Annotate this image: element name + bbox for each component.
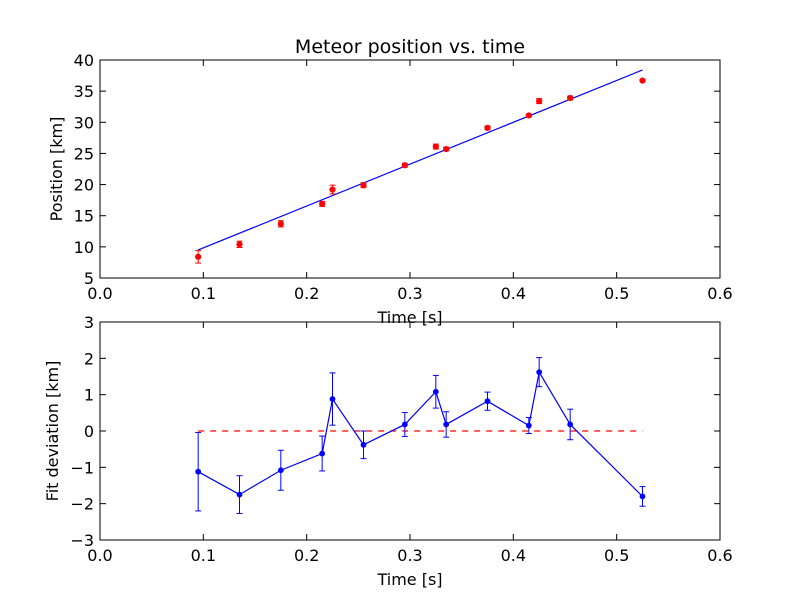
- position-chart-y-tick-label: 35: [74, 82, 94, 101]
- position-chart-x-tick-label: 0.5: [604, 284, 629, 303]
- position-chart-y-tick-label: 5: [84, 269, 94, 288]
- deviation-chart: 0.0 0.1 0.2 0.3 0.4 0.5 0.6 −3 −2 −1 0 1 2 3 Time [s…: [43, 313, 733, 589]
- position-chart-y-tick-label: 40: [74, 51, 94, 70]
- position-data-point: [195, 253, 202, 260]
- position-chart-y-tick-label: 20: [74, 176, 94, 195]
- position-data-point: [401, 162, 408, 169]
- position-chart-y-tick-label: 15: [74, 207, 94, 226]
- deviation-data-point: [432, 388, 439, 395]
- deviation-chart-y-tick-label: −1: [70, 458, 94, 477]
- deviation-chart-x-tick-label: 0.1: [191, 546, 216, 565]
- deviation-series-line: [197, 370, 643, 497]
- deviation-data-point: [443, 421, 450, 428]
- position-data-point: [639, 77, 646, 84]
- position-chart-x-tick-label: 0.2: [294, 284, 319, 303]
- deviation-chart-x-label: Time [s]: [376, 570, 442, 589]
- position-chart: Meteor position vs. time 0.0 0.1 0.2 0.3 0.4…: [47, 36, 733, 327]
- position-chart-x-tick-label: 0.1: [191, 284, 216, 303]
- position-data-point: [484, 124, 491, 131]
- deviation-chart-x-tick-label: 0.0: [87, 546, 112, 565]
- deviation-chart-y-tick-label: 0: [84, 422, 94, 441]
- position-chart-y-label: Position [km]: [47, 117, 66, 222]
- position-data-point: [277, 220, 284, 227]
- deviation-chart-y-tick-label: 3: [84, 313, 94, 332]
- deviation-chart-y-tick-label: 1: [84, 386, 94, 405]
- position-data-point: [329, 186, 336, 193]
- position-chart-title: Meteor position vs. time: [295, 36, 525, 58]
- deviation-chart-x-ticks: 0.0 0.1 0.2 0.3 0.4 0.5 0.6: [87, 322, 733, 565]
- deviation-chart-y-tick-label: 2: [84, 349, 94, 368]
- position-data-point: [360, 182, 367, 189]
- deviation-data-point: [401, 421, 408, 428]
- deviation-chart-x-tick-label: 0.4: [501, 546, 526, 565]
- deviation-chart-y-tick-label: −3: [70, 531, 94, 550]
- position-chart-x-tick-label: 0.4: [501, 284, 526, 303]
- deviation-chart-y-tick-label: −2: [70, 495, 94, 514]
- deviation-chart-x-tick-label: 0.5: [604, 546, 629, 565]
- deviation-chart-x-tick-label: 0.3: [397, 546, 422, 565]
- deviation-chart-x-tick-label: 0.6: [707, 546, 732, 565]
- deviation-data-point: [195, 468, 202, 475]
- position-chart-y-tick-label: 25: [74, 144, 94, 163]
- deviation-chart-y-label: Fit deviation [km]: [43, 361, 62, 502]
- position-data-point: [319, 200, 326, 207]
- deviation-data-point: [536, 369, 543, 376]
- position-chart-x-tick-label: 0.3: [397, 284, 422, 303]
- deviation-data-point: [236, 491, 243, 498]
- position-chart-y-tick-label: 10: [74, 238, 94, 257]
- position-data-point: [567, 94, 574, 102]
- deviation-data-point: [329, 396, 336, 402]
- deviation-data-point: [484, 398, 491, 405]
- deviation-data-point: [319, 450, 326, 457]
- deviation-chart-y-ticks: −3 −2 −1 0 1 2 3: [70, 313, 720, 550]
- position-data-point: [236, 241, 243, 248]
- deviation-data-point: [277, 467, 284, 474]
- position-chart-x-tick-label: 0.6: [707, 284, 732, 303]
- deviation-data-point: [639, 493, 646, 500]
- position-data-point: [525, 112, 532, 119]
- position-chart-x-tick-label: 0.0: [87, 284, 112, 303]
- deviation-data-point: [567, 421, 574, 428]
- deviation-data-point: [525, 422, 532, 429]
- deviation-data-point: [360, 441, 367, 448]
- position-chart-y-ticks: 5 10 15 20 25 30 35 40: [74, 51, 720, 288]
- position-chart-plot: [195, 69, 646, 264]
- position-data-point: [443, 145, 450, 153]
- deviation-chart-plot: [195, 357, 646, 514]
- position-chart-y-tick-label: 30: [74, 113, 94, 132]
- deviation-chart-x-tick-label: 0.2: [294, 546, 319, 565]
- position-data-point: [432, 143, 439, 150]
- position-data-point: [536, 98, 543, 105]
- position-chart-x-ticks: 0.0 0.1 0.2 0.3 0.4 0.5 0.6: [87, 60, 733, 303]
